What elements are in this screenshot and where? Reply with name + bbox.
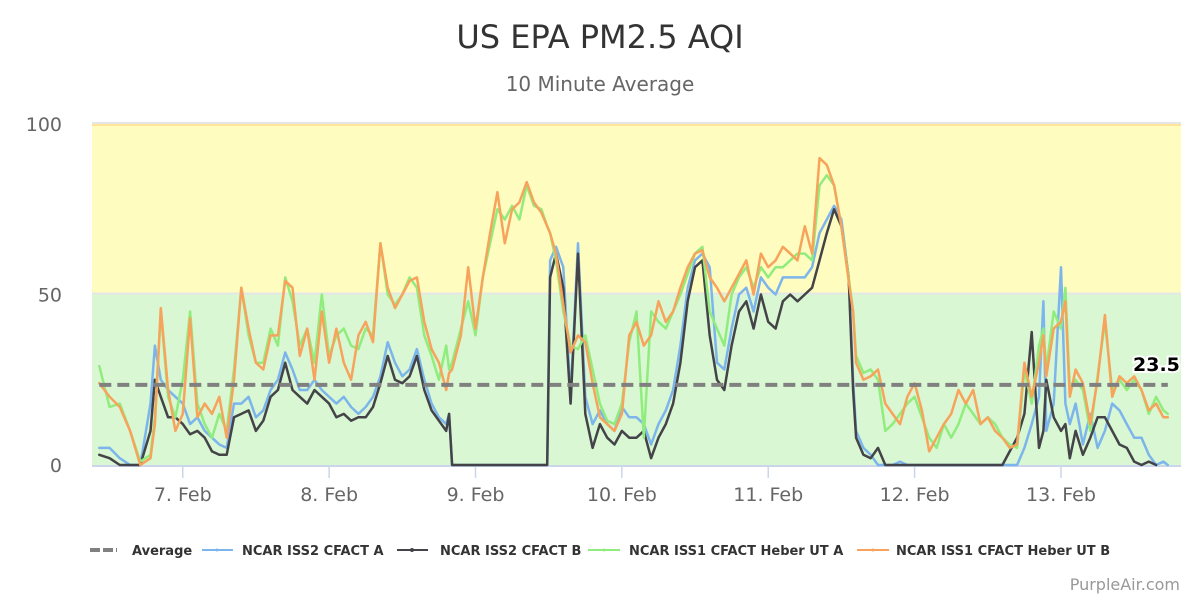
legend-marker-point [871, 548, 875, 552]
legend-label: NCAR ISS2 CFACT A [242, 544, 384, 559]
credit-link[interactable]: PurpleAir.com [1070, 575, 1180, 594]
series-line-1 [98, 208, 1158, 467]
x-tick-label: 12. Feb [880, 484, 950, 506]
y-tick-label: 0 [50, 455, 62, 477]
legend-marker-point [602, 548, 606, 552]
chart-subtitle: 10 Minute Average [506, 72, 695, 96]
legend-marker-point [215, 548, 219, 552]
legend-item-iss1-a[interactable]: NCAR ISS1 CFACT Heber UT A [588, 544, 843, 559]
x-tick-label: 10. Feb [587, 484, 657, 506]
legend-label: NCAR ISS1 CFACT Heber UT B [896, 544, 1110, 559]
x-tick-label: 11. Feb [733, 484, 803, 506]
gridlines [92, 122, 1181, 295]
y-tick-label: 100 [26, 114, 62, 136]
legend-label: NCAR ISS2 CFACT B [440, 544, 581, 559]
aqi-band-1 [92, 124, 1181, 295]
series-lines [98, 156, 1170, 467]
average-group: 23.5 [99, 352, 1182, 387]
x-tick-label: 9. Feb [447, 484, 505, 506]
legend-item-iss1-b[interactable]: NCAR ISS1 CFACT Heber UT B [857, 544, 1110, 559]
legend-item-average[interactable]: Average [90, 544, 192, 559]
series-line-3 [98, 156, 1170, 467]
x-tick-label: 13. Feb [1026, 484, 1096, 506]
legend-item-iss2-a[interactable]: NCAR ISS2 CFACT A [202, 544, 384, 559]
legend-item-iss2-b[interactable]: NCAR ISS2 CFACT B [397, 544, 581, 559]
legend-label: Average [132, 544, 192, 559]
average-label: 23.5 [1133, 354, 1180, 376]
y-axis-labels: 0 50 100 [26, 114, 62, 477]
x-tick-label: 7. Feb [154, 484, 212, 506]
y-tick-label: 50 [38, 285, 62, 307]
legend: Average NCAR ISS2 CFACT A NCAR ISS2 CFAC… [90, 544, 1110, 559]
legend-marker-point [410, 548, 414, 552]
legend-label: NCAR ISS1 CFACT Heber UT A [629, 544, 843, 559]
chart-title: US EPA PM2.5 AQI [456, 18, 743, 56]
x-axis: 7. Feb 8. Feb 9. Feb 10. Feb 11. Feb 12. Feb 1… [92, 465, 1181, 506]
x-tick-label: 8. Feb [300, 484, 358, 506]
